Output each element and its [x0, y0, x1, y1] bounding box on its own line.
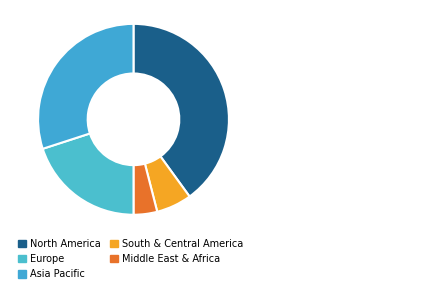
Wedge shape — [38, 24, 134, 149]
Wedge shape — [134, 164, 157, 215]
Wedge shape — [145, 156, 190, 212]
Wedge shape — [134, 24, 229, 196]
Legend: North America, Europe, Asia Pacific, South & Central America, Middle East & Afri: North America, Europe, Asia Pacific, Sou… — [18, 239, 243, 279]
Wedge shape — [43, 134, 134, 215]
